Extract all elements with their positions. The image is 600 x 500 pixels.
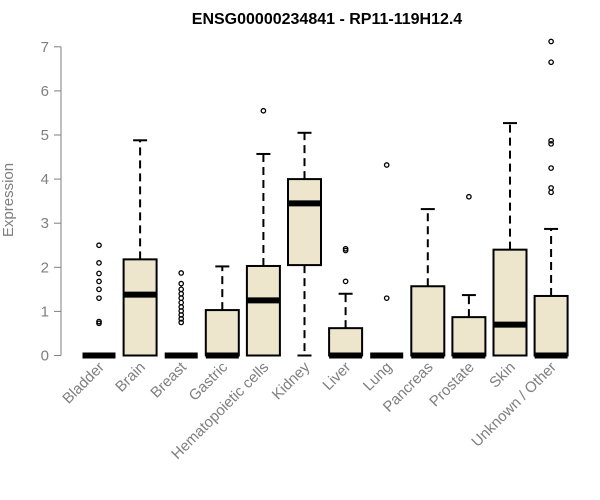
box-body xyxy=(287,178,322,267)
x-tick-label: Breast xyxy=(147,358,190,401)
box-body xyxy=(492,248,528,357)
box-body xyxy=(533,294,569,357)
x-tick-label: Prostate xyxy=(426,359,478,411)
box-brain xyxy=(122,139,158,357)
box-body xyxy=(122,258,158,357)
outlier-point xyxy=(178,286,185,293)
outlier-point xyxy=(383,295,390,302)
outlier-point xyxy=(548,189,554,196)
y-tick-label: 1 xyxy=(41,303,49,320)
y-axis-label: Expression xyxy=(0,163,17,237)
chart-title: ENSG00000234841 - RP11-119H12.4 xyxy=(192,11,463,28)
outlier-point xyxy=(260,107,267,114)
outlier-point xyxy=(178,299,185,306)
outlier-point xyxy=(96,260,102,266)
box-body xyxy=(451,316,487,357)
outlier-point xyxy=(96,295,102,302)
box-body xyxy=(328,327,364,357)
box-bladder xyxy=(82,242,116,359)
y-axis: 0 1 2 3 4 5 6 7 xyxy=(41,39,62,365)
outlier-point xyxy=(548,165,554,171)
outlier-point xyxy=(178,280,185,287)
outlier-point xyxy=(178,319,185,326)
outlier-point xyxy=(342,245,349,252)
outlier-point xyxy=(548,140,554,147)
y-tick-label: 2 xyxy=(41,259,49,276)
box-skin xyxy=(492,122,528,357)
x-tick-label: Lung xyxy=(360,359,396,395)
x-tick-label: Kidney xyxy=(269,358,314,403)
x-tick-label: Liver xyxy=(319,359,354,394)
outlier-point xyxy=(96,278,102,285)
x-tick-label: Bladder xyxy=(59,359,108,408)
box-liver xyxy=(328,245,364,359)
outlier-point xyxy=(96,286,102,293)
x-tick-label: Skin xyxy=(486,359,519,392)
outlier-point xyxy=(96,270,102,277)
box-pancreas xyxy=(410,208,446,359)
box-gastric xyxy=(204,265,240,359)
outlier-point xyxy=(342,278,349,285)
outlier-point xyxy=(178,270,185,276)
outlier-point xyxy=(383,162,390,168)
y-tick-label: 3 xyxy=(41,215,49,232)
box-lung xyxy=(370,162,404,359)
y-tick-label: 7 xyxy=(41,39,49,56)
y-tick-label: 5 xyxy=(41,127,49,144)
outlier-point xyxy=(548,59,554,66)
y-tick-label: 6 xyxy=(41,83,49,100)
box-body xyxy=(245,264,281,357)
box-body xyxy=(204,309,240,357)
box-unknown-other xyxy=(533,38,569,359)
outlier-point xyxy=(548,185,554,191)
outlier-point xyxy=(548,137,554,144)
box-prostate xyxy=(451,193,487,359)
outlier-point xyxy=(466,193,472,200)
outlier-point xyxy=(96,242,102,249)
outlier-point xyxy=(178,295,185,302)
y-tick-label: 0 xyxy=(41,348,49,365)
box-group xyxy=(82,38,569,359)
x-tick-label: Brain xyxy=(112,359,149,396)
box-kidney xyxy=(287,131,322,357)
outlier-point xyxy=(96,318,102,325)
outlier-point xyxy=(548,38,554,45)
outlier-point xyxy=(178,290,185,297)
box-hematopoietic-cells xyxy=(245,107,281,357)
box-body xyxy=(410,285,446,357)
box-breast xyxy=(164,270,198,359)
y-tick-label: 4 xyxy=(41,171,49,188)
